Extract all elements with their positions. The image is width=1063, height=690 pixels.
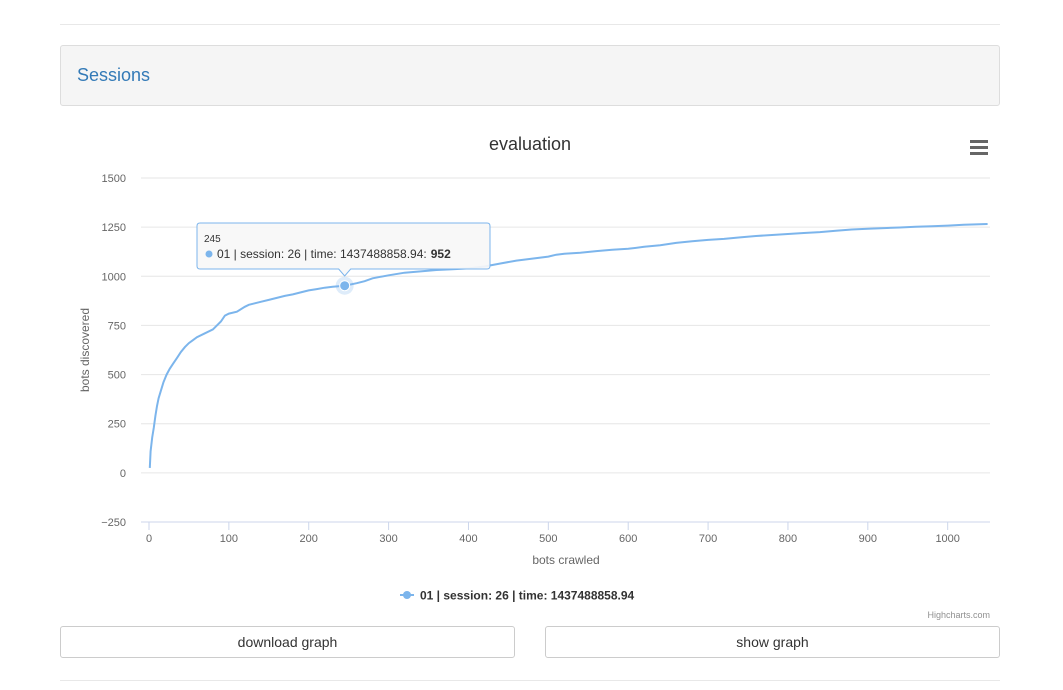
top-divider <box>60 24 1000 25</box>
x-tick-label: 500 <box>539 533 557 545</box>
tooltip-header: 245 <box>204 234 221 245</box>
y-axis-label: bots discovered <box>78 308 92 392</box>
legend-label: 01 | session: 26 | time: 1437488858.94 <box>420 589 635 603</box>
hover-dot <box>339 280 351 292</box>
menu-icon[interactable] <box>970 140 988 155</box>
tooltip-series-dot <box>205 250 213 258</box>
y-tick-label: 250 <box>108 419 126 431</box>
x-tick-label: 1000 <box>935 533 959 545</box>
x-axis-ticks: 0 100 200 300 400 500 600 700 800 900 1000 <box>146 522 960 545</box>
y-tick-label: 0 <box>120 468 126 480</box>
y-tick-label: 1000 <box>102 271 126 283</box>
tooltip-value: 952 <box>431 247 451 261</box>
x-tick-label: 200 <box>300 533 318 545</box>
tooltip-series-name: 01 | session: 26 | time: 1437488858.94 <box>217 247 424 261</box>
x-tick-label: 700 <box>699 533 717 545</box>
tooltip: 245 01 | session: 26 | time: 1437488858.… <box>196 222 491 277</box>
x-tick-label: 800 <box>779 533 797 545</box>
panel-title: Sessions <box>77 65 151 85</box>
show-graph-button[interactable]: show graph <box>545 626 1000 658</box>
y-tick-label: 750 <box>108 320 126 332</box>
x-tick-label: 600 <box>619 533 637 545</box>
chart-title: evaluation <box>489 134 571 154</box>
series-line <box>148 223 988 468</box>
legend-item[interactable]: 01 | session: 26 | time: 1437488858.94 <box>400 589 635 603</box>
download-graph-button[interactable]: download graph <box>60 626 515 658</box>
y-gridlines <box>141 177 990 474</box>
sessions-panel-header: Sessions <box>60 45 1000 106</box>
x-tick-label: 300 <box>379 533 397 545</box>
y-tick-label: −250 <box>101 517 126 529</box>
x-tick-label: 100 <box>220 533 238 545</box>
y-tick-label: 500 <box>108 370 126 382</box>
highcharts-credits[interactable]: Highcharts.com <box>927 610 990 620</box>
tooltip-line: 01 | session: 26 | time: 1437488858.94: 9… <box>217 247 451 261</box>
tooltip-separator: : <box>423 247 426 261</box>
bottom-divider <box>60 680 1000 681</box>
hover-point[interactable] <box>335 276 354 295</box>
x-tick-label: 0 <box>146 533 152 545</box>
y-axis-ticks: −250 0 250 500 750 1000 1250 1500 <box>101 173 126 529</box>
tooltip-box <box>196 222 491 277</box>
y-tick-label: 1250 <box>102 222 126 234</box>
y-tick-label: 1500 <box>102 173 126 185</box>
legend-dot-symbol <box>403 591 411 599</box>
x-tick-label: 400 <box>459 533 477 545</box>
x-axis-label: bots crawled <box>532 553 599 567</box>
x-tick-label: 900 <box>859 533 877 545</box>
